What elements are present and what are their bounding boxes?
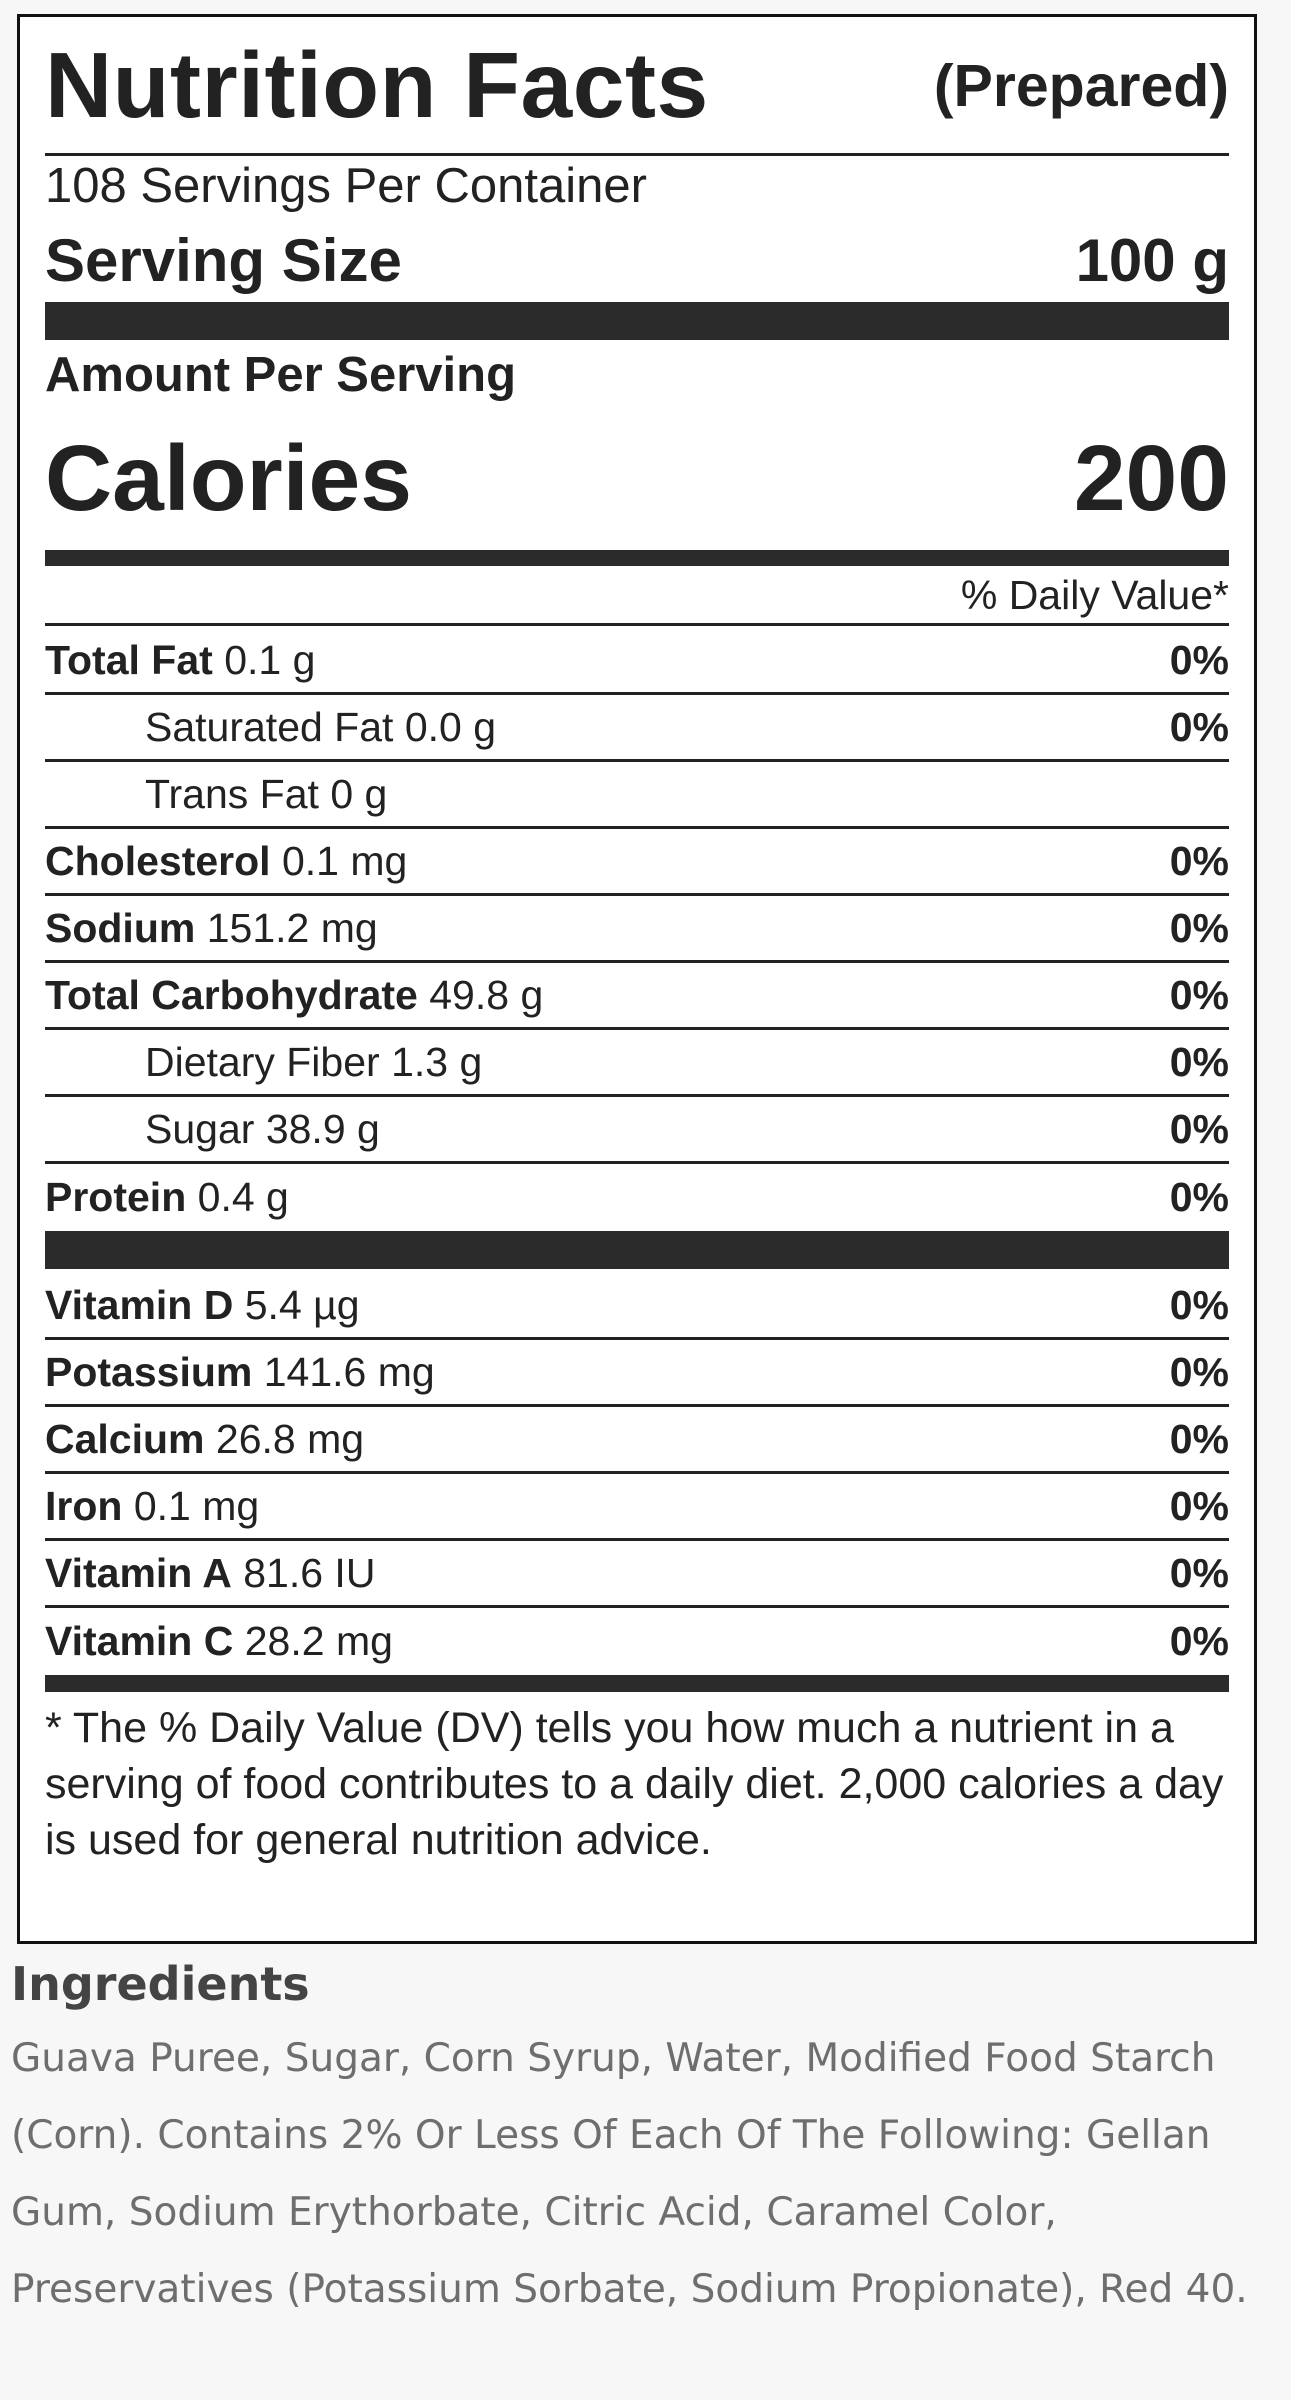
daily-value-percent: 0%	[1169, 1174, 1229, 1220]
nutrient-amount: 0.0 g	[404, 703, 497, 750]
vitamin-list: Vitamin D 5.4 µg 0% Potassium 141.6 mg 0% Ca…	[45, 1269, 1229, 1675]
daily-value-percent: 0%	[1169, 1038, 1229, 1085]
footer-divider	[45, 1675, 1229, 1692]
nutrient-name: Iron	[45, 1482, 123, 1529]
daily-value-percent: 0%	[1169, 1415, 1229, 1462]
nutrient-amount: 0 g	[330, 770, 388, 817]
medium-divider	[45, 550, 1229, 566]
nutrient-name: Calcium	[45, 1415, 205, 1462]
nutrient-name: Sodium	[45, 904, 196, 951]
nutrient-name-amount: Potassium 141.6 mg	[45, 1349, 435, 1396]
daily-value-percent: 0%	[1169, 971, 1229, 1018]
nutrition-facts-label: Nutrition Facts (Prepared) 108 Servings …	[17, 14, 1257, 1944]
nutrient-name-amount: Vitamin C 28.2 mg	[45, 1618, 393, 1665]
nutrient-row: Protein 0.4 g 0%	[45, 1164, 1229, 1231]
serving-size-label: Serving Size	[45, 227, 402, 294]
nutrient-amount: 151.2 mg	[206, 904, 378, 951]
nutrient-name: Vitamin C	[45, 1618, 234, 1664]
daily-value-percent: 0%	[1169, 1482, 1229, 1529]
thick-divider	[45, 302, 1229, 340]
nutrient-name-amount: Sodium 151.2 mg	[45, 905, 378, 952]
ingredients-title: Ingredients	[11, 1957, 310, 2011]
nutrient-name-amount: Sugar 38.9 g	[45, 1106, 380, 1153]
nutrient-name-amount: Trans Fat 0 g	[45, 771, 387, 818]
amount-per-serving: Amount Per Serving	[45, 348, 517, 402]
calories-label: Calories	[45, 426, 413, 530]
serving-size-value: 100 g	[1075, 227, 1229, 294]
nutrient-row: Vitamin A 81.6 IU 0%	[45, 1541, 1229, 1608]
nutrient-row: Vitamin C 28.2 mg 0%	[45, 1608, 1229, 1675]
nutrient-row: Total Carbohydrate 49.8 g 0%	[45, 963, 1229, 1030]
nutrient-name-amount: Calcium 26.8 mg	[45, 1416, 364, 1463]
nutrient-name-amount: Vitamin A 81.6 IU	[45, 1550, 375, 1597]
nutrient-name: Saturated Fat	[145, 703, 394, 750]
daily-value-header: % Daily Value*	[45, 566, 1229, 626]
calories-value: 200	[1073, 426, 1229, 530]
nutrient-row: Sodium 151.2 mg 0%	[45, 896, 1229, 963]
daily-value-percent: 0%	[1169, 1281, 1229, 1328]
servings-per-container: 108 Servings Per Container	[45, 159, 647, 213]
nutrient-name-amount: Total Carbohydrate 49.8 g	[45, 972, 543, 1019]
daily-value-percent: 0%	[1169, 1105, 1229, 1152]
ingredients-text: Guava Puree, Sugar, Corn Syrup, Water, M…	[11, 2036, 1248, 2312]
title-row: Nutrition Facts (Prepared)	[45, 17, 1229, 156]
nutrient-amount: 0.1 mg	[133, 1482, 260, 1529]
daily-value-percent: 0%	[1169, 837, 1229, 884]
nutrient-amount: 1.3 g	[391, 1038, 483, 1085]
nutrient-amount: 141.6 mg	[263, 1348, 435, 1395]
nutrient-amount: 0.1 g	[224, 636, 316, 683]
daily-value-percent: 0%	[1169, 703, 1229, 750]
nutrient-row: Sugar 38.9 g 0%	[45, 1097, 1229, 1164]
nutrient-row: Dietary Fiber 1.3 g 0%	[45, 1030, 1229, 1097]
nutrient-name: Cholesterol	[45, 837, 271, 884]
nutrient-amount: 81.6 IU	[243, 1549, 376, 1596]
prepared-note: (Prepared)	[933, 53, 1229, 119]
nutrient-amount: 5.4 µg	[244, 1281, 360, 1328]
nutrient-row: Total Fat 0.1 g 0%	[45, 628, 1229, 695]
nutrient-name: Dietary Fiber	[145, 1038, 380, 1085]
nutrient-name: Total Carbohydrate	[45, 971, 418, 1018]
nutrient-name: Potassium	[45, 1348, 253, 1395]
serving-size-row: Serving Size 100 g	[45, 219, 1229, 302]
nutrient-name-amount: Dietary Fiber 1.3 g	[45, 1039, 482, 1086]
nutrient-row: Trans Fat 0 g	[45, 762, 1229, 829]
nutrient-amount: 26.8 mg	[215, 1415, 365, 1462]
vitamins-divider	[45, 1231, 1229, 1269]
daily-value-percent: 0%	[1169, 1549, 1229, 1596]
nutrient-name: Vitamin A	[45, 1549, 232, 1596]
nutrient-name-amount: Vitamin D 5.4 µg	[45, 1282, 360, 1329]
nutrient-name-amount: Protein 0.4 g	[45, 1174, 289, 1221]
nutrient-name-amount: Saturated Fat 0.0 g	[45, 704, 496, 751]
nutrient-name: Vitamin D	[45, 1281, 234, 1328]
nutrient-amount: 0.1 mg	[281, 837, 408, 884]
nutrient-list: Total Fat 0.1 g 0% Saturated Fat 0.0 g 0% Tr…	[45, 626, 1229, 1231]
nutrient-name: Total Fat	[45, 636, 213, 683]
nutrient-name: Trans Fat	[145, 770, 319, 817]
nutrient-name-amount: Iron 0.1 mg	[45, 1483, 259, 1530]
nutrient-name: Protein	[45, 1174, 187, 1220]
nutrient-amount: 0.4 g	[197, 1174, 289, 1220]
label-title: Nutrition Facts	[45, 32, 709, 137]
daily-value-percent: 0%	[1169, 636, 1229, 683]
nutrient-row: Cholesterol 0.1 mg 0%	[45, 829, 1229, 896]
daily-value-percent: 0%	[1169, 1618, 1229, 1664]
ingredients-section: Ingredients Guava Puree, Sugar, Corn Syr…	[11, 1948, 1281, 2328]
nutrient-amount: 38.9 g	[265, 1105, 380, 1152]
daily-value-footnote: * The % Daily Value (DV) tells you how m…	[45, 1704, 1224, 1864]
daily-value-percent: 0%	[1169, 1348, 1229, 1395]
nutrient-row: Vitamin D 5.4 µg 0%	[45, 1273, 1229, 1340]
nutrient-name: Sugar	[145, 1105, 255, 1152]
daily-value-percent: 0%	[1169, 904, 1229, 951]
nutrient-row: Calcium 26.8 mg 0%	[45, 1407, 1229, 1474]
nutrient-row: Saturated Fat 0.0 g 0%	[45, 695, 1229, 762]
nutrient-name-amount: Total Fat 0.1 g	[45, 637, 315, 684]
calories-row: Calories 200	[45, 407, 1229, 550]
nutrient-amount: 49.8 g	[429, 971, 544, 1018]
nutrient-row: Iron 0.1 mg 0%	[45, 1474, 1229, 1541]
nutrient-row: Potassium 141.6 mg 0%	[45, 1340, 1229, 1407]
nutrient-amount: 28.2 mg	[244, 1618, 393, 1664]
nutrient-name-amount: Cholesterol 0.1 mg	[45, 838, 407, 885]
